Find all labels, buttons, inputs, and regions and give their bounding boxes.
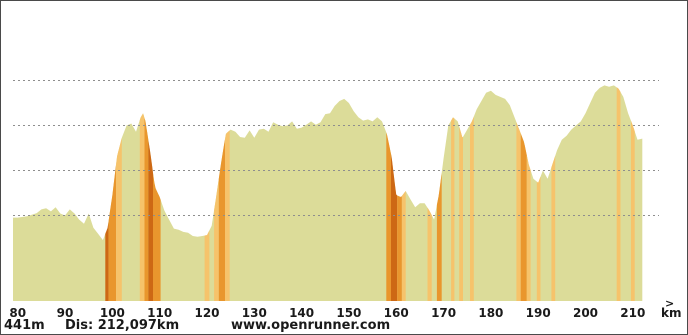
x-tick-label: 110	[147, 306, 172, 320]
gradient-band-steep	[427, 207, 432, 301]
gradient-band-steep	[516, 122, 521, 301]
x-axis-arrow-icon: >	[665, 297, 674, 310]
x-tick-label: 90	[57, 306, 74, 320]
gradient-band-steep	[630, 120, 635, 301]
gradient-band-steep	[551, 155, 556, 301]
gradient-band-steep	[204, 230, 210, 301]
elevation-area	[13, 85, 643, 302]
gradient-band-steep	[401, 191, 406, 301]
gradient-band-steeper	[397, 195, 402, 301]
gradient-band-steeper	[144, 118, 149, 301]
x-tick-label: 130	[242, 306, 267, 320]
gradient-band-steep	[526, 155, 531, 301]
gradient-band-steeper	[520, 133, 527, 301]
gradient-band-steep	[214, 178, 219, 301]
gradient-band-steeper	[386, 132, 391, 301]
x-tick-label: 170	[431, 306, 456, 320]
x-tick-label: 160	[384, 306, 409, 320]
gradient-band-steep	[616, 87, 621, 302]
x-tick-label: 100	[100, 306, 125, 320]
gradient-band-steep	[470, 116, 474, 301]
gradient-band-steep	[536, 176, 541, 301]
min-altitude-label: 441m	[4, 318, 45, 333]
x-tick-label: 80	[9, 306, 26, 320]
gradient-band-steep	[139, 113, 145, 301]
gradient-band-steep	[225, 130, 230, 301]
elevation-area-layer	[13, 85, 643, 302]
x-tick-label: 120	[194, 306, 219, 320]
gradient-band-steep	[451, 117, 455, 301]
x-tick-label: 150	[336, 306, 361, 320]
gradient-band-steeper	[153, 173, 161, 301]
x-tick-label: 200	[573, 306, 598, 320]
x-axis-unit-label: km	[661, 306, 682, 320]
x-tick-label: 180	[478, 306, 503, 320]
gradient-band-steepest	[148, 139, 153, 301]
watermark-label: www.openrunner.com	[231, 318, 391, 333]
gradient-band-steepest	[105, 221, 109, 301]
x-tick-label: 210	[620, 306, 645, 320]
gradient-bands-layer	[105, 87, 635, 302]
x-tick-label: 190	[526, 306, 551, 320]
gradient-band-steep	[459, 126, 463, 301]
gradient-band-steep	[116, 137, 122, 301]
total-distance-label: Dis: 212,097km	[65, 318, 180, 333]
gradient-band-steeper	[436, 173, 442, 301]
gradient-band-steeper	[218, 139, 225, 301]
gradient-band-steepest	[391, 154, 398, 301]
x-tick-labels: 80 90 100 110 120 130 140 150 160 170 180 190 200 210…	[9, 297, 674, 320]
x-tick-label: 140	[289, 306, 314, 320]
gradient-band-steeper	[108, 164, 117, 301]
